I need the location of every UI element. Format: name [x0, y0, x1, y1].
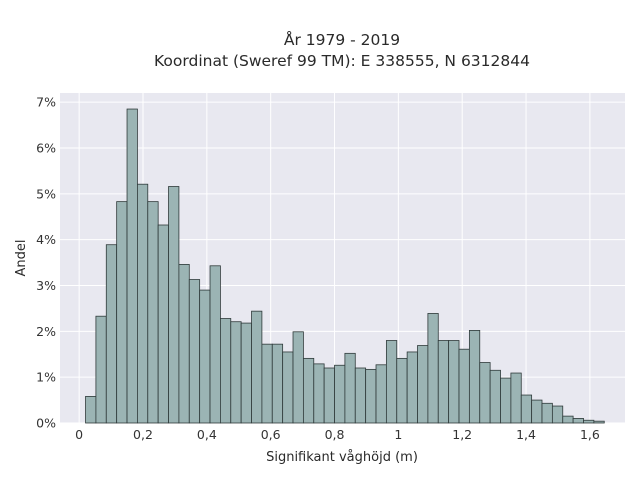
x-tick-label: 1	[394, 427, 402, 442]
histogram-bar	[406, 351, 418, 424]
x-tick-label: 0	[75, 427, 83, 442]
histogram-bar	[593, 420, 605, 424]
histogram-bar	[468, 330, 481, 424]
histogram-bar	[188, 279, 201, 424]
histogram-bar	[251, 310, 263, 424]
histogram-bar	[385, 340, 398, 424]
histogram-bar	[520, 394, 533, 424]
histogram-bar	[168, 186, 180, 424]
y-axis-ticks: 0% 1% 2% 3% 4% 5% 6% 7%	[36, 95, 56, 431]
y-tick-label: 2%	[36, 324, 56, 339]
y-tick-label: 7%	[36, 95, 56, 110]
histogram-bar	[531, 399, 543, 424]
histogram-bar	[562, 415, 574, 424]
histogram-bar	[541, 402, 553, 424]
histogram-bar	[500, 377, 512, 424]
histogram-bar	[261, 343, 273, 424]
y-tick-label: 1%	[36, 370, 56, 385]
histogram-bar	[230, 321, 242, 424]
histogram-bar	[427, 313, 439, 424]
histogram-bar	[271, 343, 284, 424]
x-tick-label: 1,6	[580, 427, 600, 442]
histogram-bar	[479, 362, 491, 424]
chart-title-line2: Koordinat (Sweref 99 TM): E 338555, N 63…	[154, 52, 530, 70]
y-tick-label: 3%	[36, 278, 56, 293]
histogram-bar	[116, 201, 128, 424]
histogram-bar	[126, 108, 138, 424]
histogram-bar	[448, 340, 460, 424]
x-axis-ticks: 0 0,2 0,4 0,6 0,8 1 1,2 1,4 1,6	[75, 427, 600, 442]
histogram-bar	[137, 183, 149, 424]
histogram-bar	[313, 363, 325, 424]
histogram-bar	[209, 265, 221, 424]
x-tick-label: 0,4	[197, 427, 217, 442]
y-tick-label: 0%	[36, 416, 56, 431]
histogram-bar	[437, 340, 450, 424]
histogram-bar	[157, 224, 169, 424]
histogram-bar	[417, 345, 429, 424]
x-tick-label: 0,6	[261, 427, 281, 442]
y-tick-label: 6%	[36, 141, 56, 156]
histogram-bar	[105, 244, 118, 424]
histogram-bar	[365, 368, 377, 424]
histogram-bar	[344, 352, 356, 424]
histogram-bar	[489, 369, 501, 424]
histogram-bar	[199, 289, 211, 424]
y-axis-label: Andel	[14, 240, 29, 277]
x-tick-label: 1,4	[516, 427, 536, 442]
y-tick-label: 5%	[36, 186, 56, 201]
histogram-bar	[178, 264, 190, 424]
chart-title-line1: År 1979 - 2019	[284, 30, 400, 49]
histogram-bar	[323, 367, 335, 424]
x-tick-label: 1,2	[452, 427, 472, 442]
histogram-bar	[220, 318, 232, 424]
histogram-bar	[572, 418, 584, 424]
histogram-bar	[282, 351, 294, 424]
x-tick-label: 0,2	[133, 427, 153, 442]
histogram-bar	[396, 357, 408, 424]
histogram-bar	[147, 201, 159, 424]
histogram-bar	[510, 372, 522, 424]
histogram-bar	[583, 419, 595, 424]
y-tick-label: 4%	[36, 232, 56, 247]
histogram-bar	[354, 367, 367, 424]
histogram-bar	[85, 396, 97, 424]
histogram-bar	[240, 322, 252, 424]
x-tick-label: 0,8	[325, 427, 345, 442]
histogram-bar	[551, 405, 564, 424]
x-axis-label: Signifikant våghöjd (m)	[266, 450, 418, 465]
histogram-bar	[95, 315, 107, 424]
histogram-bar	[302, 357, 315, 424]
histogram-bar	[334, 364, 346, 424]
histogram-bar	[458, 348, 470, 424]
bars-group	[85, 108, 605, 424]
histogram-bar	[375, 364, 387, 424]
histogram-bar	[292, 331, 304, 424]
